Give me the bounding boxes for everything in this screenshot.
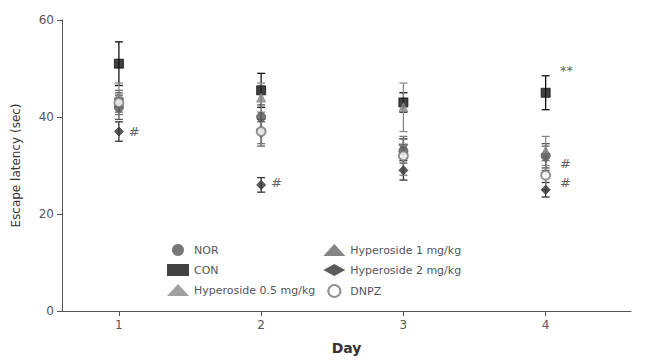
svg-text:Day: Day bbox=[332, 340, 362, 356]
svg-text:#: # bbox=[271, 175, 282, 190]
svg-text:**: ** bbox=[560, 63, 574, 78]
svg-text:Hyperoside 1 mg/kg: Hyperoside 1 mg/kg bbox=[350, 244, 461, 257]
svg-text:60: 60 bbox=[39, 13, 54, 27]
svg-text:NOR: NOR bbox=[194, 244, 219, 257]
svg-text:2: 2 bbox=[257, 318, 265, 332]
svg-text:Hyperoside 2 mg/kg: Hyperoside 2 mg/kg bbox=[350, 264, 461, 277]
svg-text:1: 1 bbox=[115, 318, 123, 332]
svg-text:#: # bbox=[560, 175, 571, 190]
svg-text:4: 4 bbox=[542, 318, 550, 332]
svg-text:Hyperoside 0.5 mg/kg: Hyperoside 0.5 mg/kg bbox=[194, 284, 315, 297]
svg-text:Escape latency (sec): Escape latency (sec) bbox=[9, 103, 23, 227]
svg-text:#: # bbox=[129, 124, 140, 139]
svg-text:20: 20 bbox=[39, 207, 54, 221]
svg-text:3: 3 bbox=[400, 318, 408, 332]
svg-text:DNPZ: DNPZ bbox=[350, 285, 381, 298]
svg-text:40: 40 bbox=[39, 110, 54, 124]
svg-text:CON: CON bbox=[194, 264, 219, 277]
svg-text:0: 0 bbox=[46, 304, 54, 318]
svg-text:#: # bbox=[560, 156, 571, 171]
